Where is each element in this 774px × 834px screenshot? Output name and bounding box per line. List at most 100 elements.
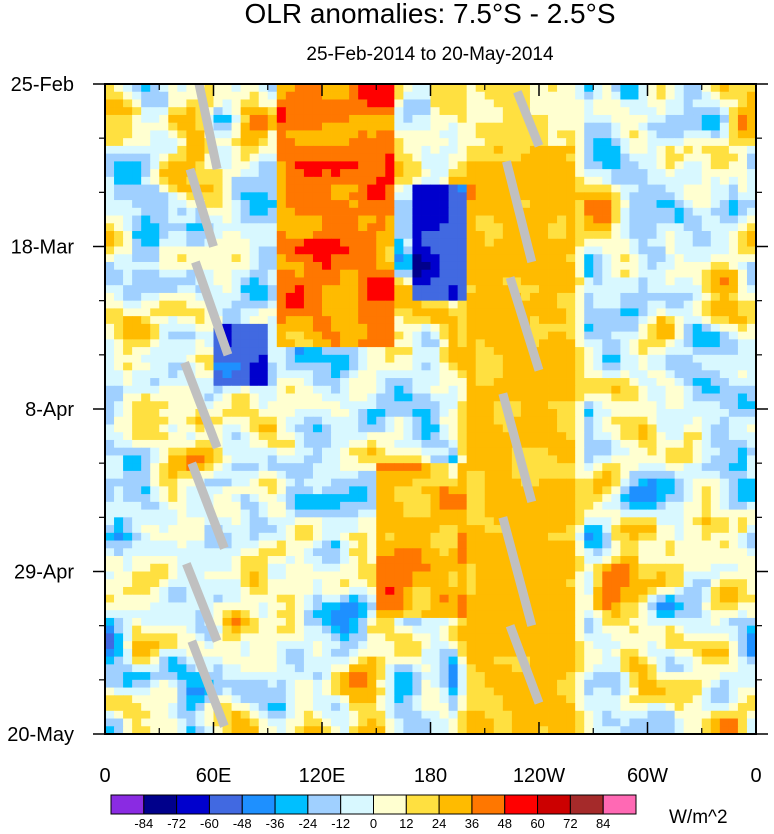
heatmap-cell: [231, 385, 242, 394]
heatmap-cell: [231, 169, 242, 178]
heatmap-cell: [448, 91, 459, 100]
heatmap-cell: [566, 339, 576, 348]
heatmap-cell: [204, 254, 214, 263]
heatmap-cell: [276, 261, 287, 271]
heatmap-cell: [620, 501, 630, 510]
heatmap-cell: [710, 184, 721, 193]
heatmap-cell: [159, 223, 169, 232]
heatmap-cell: [593, 323, 603, 333]
heatmap-cell: [367, 563, 377, 572]
heatmap-cell: [340, 300, 350, 309]
heatmap-cell: [340, 478, 350, 487]
heatmap-cell: [728, 285, 739, 294]
heatmap-cell: [620, 114, 630, 124]
heatmap-cell: [204, 316, 214, 325]
heatmap-cell: [548, 339, 558, 348]
heatmap-cell: [710, 231, 721, 240]
heatmap-cell: [484, 362, 495, 371]
heatmap-cell: [141, 169, 151, 178]
heatmap-cell: [105, 586, 115, 596]
heatmap-cell: [150, 478, 160, 487]
heatmap-cell: [539, 586, 549, 596]
heatmap-cell: [294, 254, 305, 263]
heatmap-cell: [403, 602, 413, 611]
heatmap-cell: [141, 478, 151, 487]
heatmap-cell: [312, 439, 323, 449]
heatmap-cell: [358, 161, 368, 170]
heatmap-cell: [557, 370, 567, 379]
heatmap-cell: [123, 470, 133, 480]
heatmap-cell: [204, 525, 214, 534]
heatmap-cell: [701, 169, 712, 178]
heatmap-cell: [466, 238, 477, 247]
heatmap-cell: [430, 285, 440, 294]
heatmap-cell: [656, 463, 666, 472]
heatmap-cell: [511, 316, 522, 325]
heatmap-cell: [276, 501, 287, 510]
heatmap-cell: [186, 354, 196, 363]
heatmap-cell: [349, 586, 359, 596]
heatmap-cell: [294, 370, 305, 379]
heatmap-cell: [710, 347, 721, 356]
heatmap-cell: [105, 138, 115, 147]
heatmap-cell: [457, 470, 468, 480]
heatmap-cell: [349, 470, 359, 480]
heatmap-cell: [403, 571, 413, 580]
heatmap-cell: [566, 254, 576, 263]
heatmap-cell: [358, 470, 368, 480]
heatmap-cell: [692, 354, 703, 363]
heatmap-cell: [466, 323, 477, 333]
heatmap-cell: [168, 556, 178, 565]
heatmap-cell: [665, 501, 676, 510]
heatmap-cell: [439, 579, 449, 588]
heatmap-cell: [303, 176, 314, 185]
heatmap-cell: [168, 339, 178, 348]
heatmap-cell: [620, 331, 630, 340]
heatmap-cell: [566, 378, 576, 387]
heatmap-cell: [638, 525, 648, 534]
heatmap-cell: [358, 455, 368, 464]
heatmap-cell: [294, 517, 305, 526]
heatmap-cell: [385, 138, 395, 147]
heatmap-cell: [159, 99, 169, 108]
heatmap-cell: [285, 138, 296, 147]
heatmap-cell: [584, 432, 594, 441]
heatmap-cell: [484, 161, 495, 170]
heatmap-cell: [728, 331, 739, 340]
heatmap-cell: [493, 525, 504, 534]
heatmap-cell: [701, 316, 712, 325]
heatmap-cell: [421, 532, 431, 541]
heatmap-cell: [376, 130, 386, 139]
heatmap-cell: [719, 99, 730, 108]
heatmap-cell: [105, 540, 115, 549]
heatmap-cell: [493, 586, 504, 596]
heatmap-cell: [430, 432, 440, 441]
heatmap-cell: [349, 424, 359, 433]
heatmap-cell: [602, 463, 612, 472]
heatmap-cell: [593, 292, 603, 302]
heatmap-cell: [358, 277, 368, 286]
heatmap-cell: [168, 517, 178, 526]
heatmap-cell: [457, 323, 468, 333]
heatmap-cell: [656, 439, 666, 449]
heatmap-cell: [403, 385, 413, 394]
heatmap-cell: [638, 91, 648, 100]
heatmap-cell: [719, 316, 730, 325]
heatmap-cell: [575, 316, 585, 325]
heatmap-cell: [240, 509, 251, 518]
heatmap-cell: [222, 579, 232, 588]
heatmap-cell: [665, 540, 676, 549]
heatmap-cell: [719, 579, 730, 588]
heatmap-cell: [123, 130, 133, 139]
heatmap-cell: [421, 331, 431, 340]
heatmap-cell: [177, 91, 187, 100]
heatmap-cell: [376, 455, 386, 464]
heatmap-cell: [719, 586, 730, 596]
heatmap-cell: [358, 416, 368, 425]
heatmap-cell: [276, 292, 287, 302]
heatmap-cell: [385, 470, 395, 480]
heatmap-cell: [430, 169, 440, 178]
heatmap-cell: [737, 517, 748, 526]
heatmap-cell: [728, 602, 739, 611]
heatmap-cell: [629, 416, 639, 425]
